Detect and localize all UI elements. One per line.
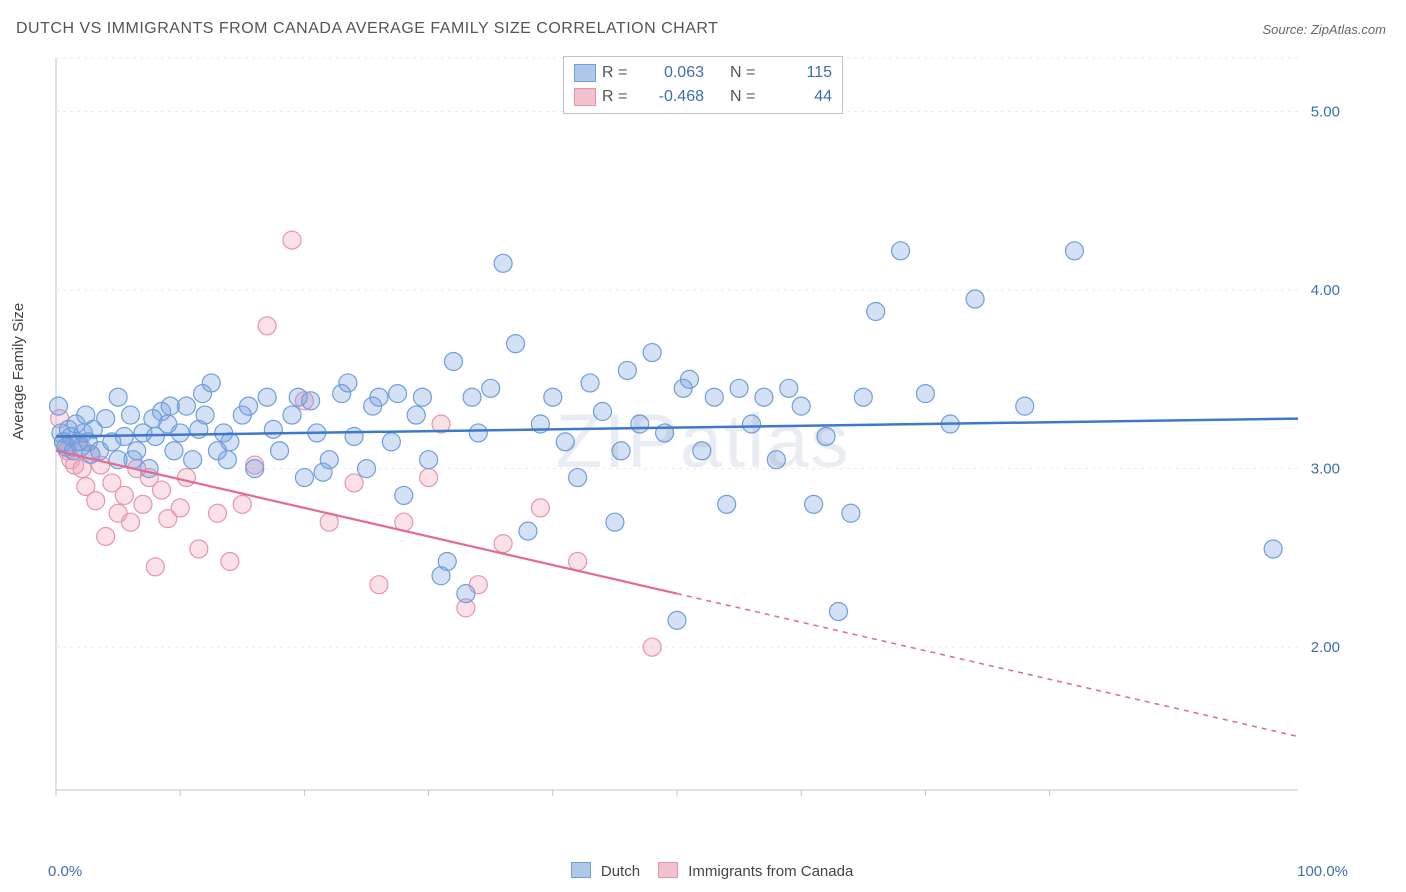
chart-source: Source: ZipAtlas.com — [1262, 22, 1386, 37]
r-label: R = — [602, 88, 638, 106]
series-legend: Dutch Immigrants from Canada — [0, 862, 1406, 880]
svg-text:2.00: 2.00 — [1311, 639, 1340, 656]
stats-legend-row: R = 0.063 N = 115 — [574, 61, 832, 85]
source-prefix: Source: — [1262, 22, 1310, 37]
chart-title: DUTCH VS IMMIGRANTS FROM CANADA AVERAGE … — [16, 20, 718, 38]
scatter-plot-svg: 2.00 3.00 4.00 5.00 — [48, 50, 1348, 830]
legend-swatch — [574, 88, 596, 106]
svg-text:5.00: 5.00 — [1311, 104, 1340, 121]
r-value: -0.468 — [644, 88, 704, 106]
r-value: 0.063 — [644, 64, 704, 82]
legend-label: Immigrants from Canada — [684, 863, 853, 880]
legend-swatch — [571, 862, 591, 878]
n-label: N = — [730, 64, 766, 82]
n-value: 115 — [772, 64, 832, 82]
n-label: N = — [730, 88, 766, 106]
legend-swatch — [658, 862, 678, 878]
stats-legend-box: R = 0.063 N = 115 R = -0.468 N = 44 — [563, 56, 843, 114]
chart-area: 2.00 3.00 4.00 5.00 — [48, 50, 1348, 830]
legend-swatch — [574, 64, 596, 82]
source-name: ZipAtlas.com — [1311, 22, 1386, 37]
n-value: 44 — [772, 88, 832, 106]
stats-legend-row: R = -0.468 N = 44 — [574, 85, 832, 109]
x-axis-max-label: 100.0% — [1297, 863, 1348, 880]
x-axis-min-label: 0.0% — [48, 863, 82, 880]
legend-label: Dutch — [597, 863, 640, 880]
svg-text:3.00: 3.00 — [1311, 461, 1340, 478]
y-axis-label: Average Family Size — [10, 303, 27, 440]
svg-text:4.00: 4.00 — [1311, 282, 1340, 299]
r-label: R = — [602, 64, 638, 82]
